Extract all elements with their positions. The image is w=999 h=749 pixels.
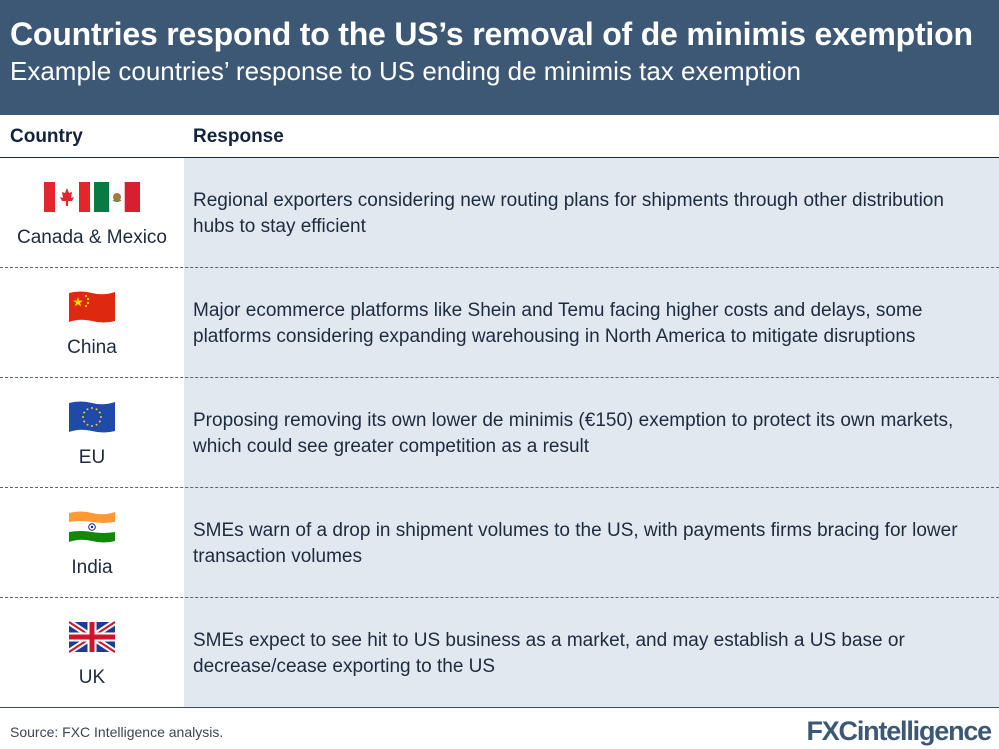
mexico-flag-icon (94, 182, 140, 212)
row-divider (0, 377, 999, 378)
page-subtitle: Example countries’ response to US ending… (10, 56, 801, 86)
logo-intelligence: intelligence (856, 716, 992, 746)
country-name: India (71, 557, 113, 578)
country-cell: UK (0, 598, 184, 708)
response-text: SMEs warn of a drop in shipment volumes … (193, 520, 958, 567)
country-name: EU (78, 447, 106, 468)
row-divider (0, 487, 999, 488)
india-flag-icon (69, 511, 115, 543)
country-cell: EU (0, 378, 184, 488)
fxc-intelligence-logo: FXCintelligence (806, 716, 992, 747)
response-text: Proposing removing its own lower de mini… (193, 410, 954, 457)
country-name: China (67, 337, 117, 358)
source-note: Source: FXC Intelligence analysis. (10, 724, 224, 740)
column-headers: Country Response (0, 115, 999, 158)
table-row: EU Proposing removing its own lower de m… (0, 378, 999, 488)
table-row: India SMEs warn of a drop in shipment vo… (0, 488, 999, 598)
response-text: SMEs expect to see hit to US business as… (193, 630, 905, 677)
uk-flag-icon (69, 620, 115, 654)
column-header-response: Response (193, 126, 284, 147)
china-flag-icon (69, 291, 115, 323)
response-column-background (184, 158, 999, 708)
response-text: Major ecommerce platforms like Shein and… (193, 300, 923, 347)
country-cell: China (0, 268, 184, 378)
column-header-country: Country (10, 126, 83, 147)
country-cell: India (0, 488, 184, 598)
page-title: Countries respond to the US’s removal of… (10, 16, 973, 52)
table-row: UK SMEs expect to see hit to US business… (0, 598, 999, 708)
row-divider (0, 597, 999, 598)
response-table: Canada & Mexico Regional exporters consi… (0, 158, 999, 708)
eu-flag-icon (69, 401, 115, 433)
response-text: Regional exporters considering new routi… (193, 190, 944, 237)
footer: Source: FXC Intelligence analysis. FXCin… (0, 708, 999, 749)
table-row: Canada & Mexico Regional exporters consi… (0, 158, 999, 268)
country-cell: Canada & Mexico (0, 158, 184, 268)
canada-flag-icon (44, 182, 90, 212)
country-name: UK (78, 667, 106, 688)
table-bottom-border (0, 707, 999, 708)
table-row: China Major ecommerce platforms like She… (0, 268, 999, 378)
country-name: Canada & Mexico (17, 227, 167, 248)
row-divider (0, 267, 999, 268)
logo-fxc: FXC (806, 716, 858, 746)
header-banner: Countries respond to the US’s removal of… (0, 0, 999, 115)
